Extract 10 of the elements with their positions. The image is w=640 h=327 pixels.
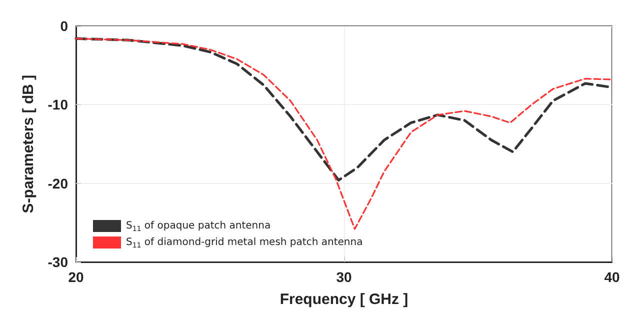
y-tick-label: 0 — [60, 18, 68, 34]
y-tick-label: -20 — [48, 175, 68, 192]
line-series — [75, 38, 613, 230]
y-tick-label: -10 — [48, 96, 68, 113]
y-tick-label: -30 — [48, 254, 68, 270]
x-tick-label: 40 — [604, 269, 620, 285]
x-tick-label: 30 — [336, 269, 352, 285]
y-axis-title: S-parameters [ dB ] — [20, 74, 37, 214]
x-tick-label: 20 — [68, 269, 84, 285]
x-axis-title: Frequency [ GHz ] — [280, 291, 408, 308]
